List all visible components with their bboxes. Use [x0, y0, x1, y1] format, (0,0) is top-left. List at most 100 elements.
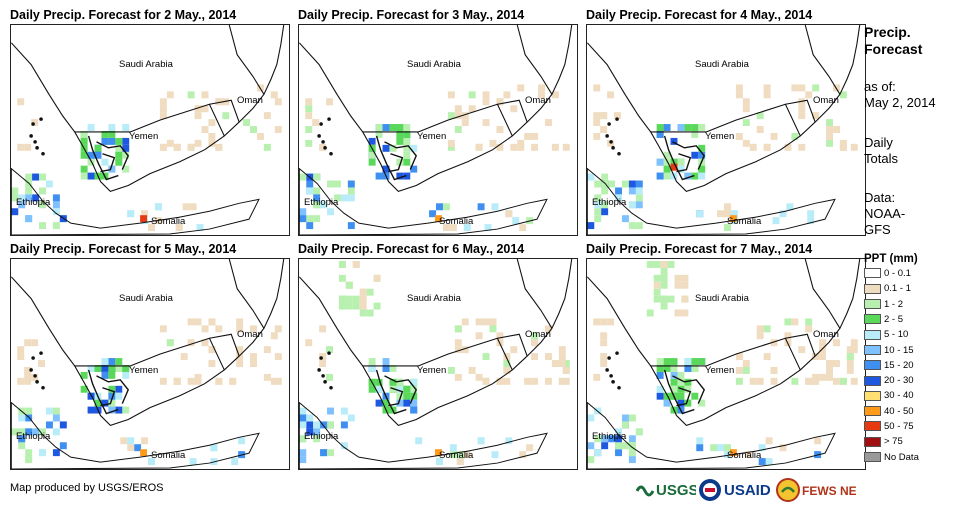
precip-cell [814, 437, 822, 445]
precip-cell [663, 165, 671, 173]
precip-cell [791, 132, 799, 140]
legend-label: No Data [884, 451, 919, 463]
precip-cell [846, 366, 854, 374]
precip-cell [32, 173, 40, 181]
legend-label: 0.1 - 1 [884, 283, 911, 295]
legend-label: 0 - 0.1 [884, 268, 911, 279]
precip-cell [18, 194, 26, 202]
precip-cell [812, 377, 820, 385]
precip-cell [660, 260, 668, 268]
legend-label: 40 - 50 [884, 405, 914, 417]
precip-cell [798, 346, 806, 354]
border-line [228, 259, 265, 329]
precip-cell [677, 392, 685, 400]
precip-cell [166, 91, 174, 99]
precip-cell [11, 428, 19, 436]
precip-cell [594, 194, 602, 202]
map-label-ethiopia: Ethiopia [304, 197, 339, 208]
precip-cell [696, 210, 704, 218]
precip-cell [359, 288, 367, 296]
precip-cell [505, 210, 513, 218]
map-label-saudi-arabia: Saudi Arabia [695, 59, 749, 70]
map-label-yemen: Yemen [129, 365, 159, 376]
legend-item: 20 - 30 [864, 375, 914, 387]
precip-cell [159, 98, 167, 106]
precip-cell [477, 203, 485, 211]
precip-cell [691, 358, 699, 365]
precip-cell [122, 364, 130, 372]
precip-cell [850, 143, 858, 151]
precip-cell [101, 130, 109, 138]
precip-cell [798, 105, 806, 113]
precip-cell [410, 378, 418, 386]
map-label-oman: Oman [237, 95, 263, 106]
map-label-yemen: Yemen [129, 131, 159, 142]
precip-cell [122, 151, 130, 159]
precip-cell [749, 143, 757, 151]
precip-cell [698, 172, 706, 180]
legend-item: 15 - 20 [864, 360, 914, 372]
precip-cell [159, 325, 167, 333]
precip-cell [621, 442, 629, 450]
map-credit: Map produced by USGS/EROS [10, 482, 164, 494]
precip-cell [327, 180, 334, 188]
precip-cell [850, 377, 858, 385]
precip-cell [491, 203, 499, 211]
precip-cell [758, 458, 766, 466]
precip-cell [587, 442, 595, 450]
precip-cell [587, 414, 595, 422]
precip-cell [656, 130, 664, 138]
precip-cell [215, 143, 223, 151]
precip-cell [656, 385, 664, 393]
precip-cell [807, 217, 815, 225]
precip-cell [600, 353, 608, 361]
precip-cell [340, 442, 348, 450]
precip-cell [677, 158, 685, 166]
border-line [516, 259, 553, 329]
map-label-ethiopia: Ethiopia [592, 431, 627, 442]
precip-cell [319, 325, 327, 333]
precip-cell [375, 385, 383, 393]
precip-cell [770, 339, 778, 347]
precip-cell [320, 201, 328, 209]
admin-border [87, 369, 119, 415]
border-line [11, 259, 285, 427]
precip-cell [614, 112, 621, 120]
precip-cell [600, 112, 608, 120]
precip-cell [382, 144, 390, 152]
precip-cell [805, 91, 813, 99]
precip-cell [475, 318, 483, 326]
precip-cell [691, 392, 699, 400]
precip-cell [684, 378, 692, 386]
precip-cell [108, 130, 116, 138]
precip-cell [628, 456, 636, 464]
precip-cell [396, 392, 404, 400]
precip-cell [681, 309, 689, 317]
precip-cell [684, 385, 692, 393]
precip-cell [742, 139, 750, 147]
precip-cell [449, 451, 457, 459]
precip-cell [656, 358, 664, 365]
precip-cell [382, 399, 390, 407]
precip-cell [677, 371, 685, 379]
precip-cell [359, 302, 367, 310]
precip-cell [194, 373, 202, 381]
usgs-logo-mark: USGS [635, 482, 699, 499]
precip-cell [410, 144, 418, 152]
map-label-somalia: Somalia [727, 216, 762, 227]
precip-cell [101, 358, 109, 365]
border-line [209, 99, 240, 123]
island [327, 351, 331, 355]
legend-label: > 75 [884, 436, 903, 448]
legend-item: 30 - 40 [864, 390, 914, 402]
precip-cell [166, 339, 174, 347]
sidebar-asof-label: as of: [864, 79, 896, 94]
admin-border [663, 369, 695, 415]
admin-border [96, 141, 130, 170]
precip-cell [482, 119, 490, 127]
precip-cell [39, 449, 46, 457]
precip-cell [447, 91, 455, 99]
precip-cell [201, 91, 209, 99]
border-line [299, 259, 573, 427]
coastline [587, 167, 836, 235]
